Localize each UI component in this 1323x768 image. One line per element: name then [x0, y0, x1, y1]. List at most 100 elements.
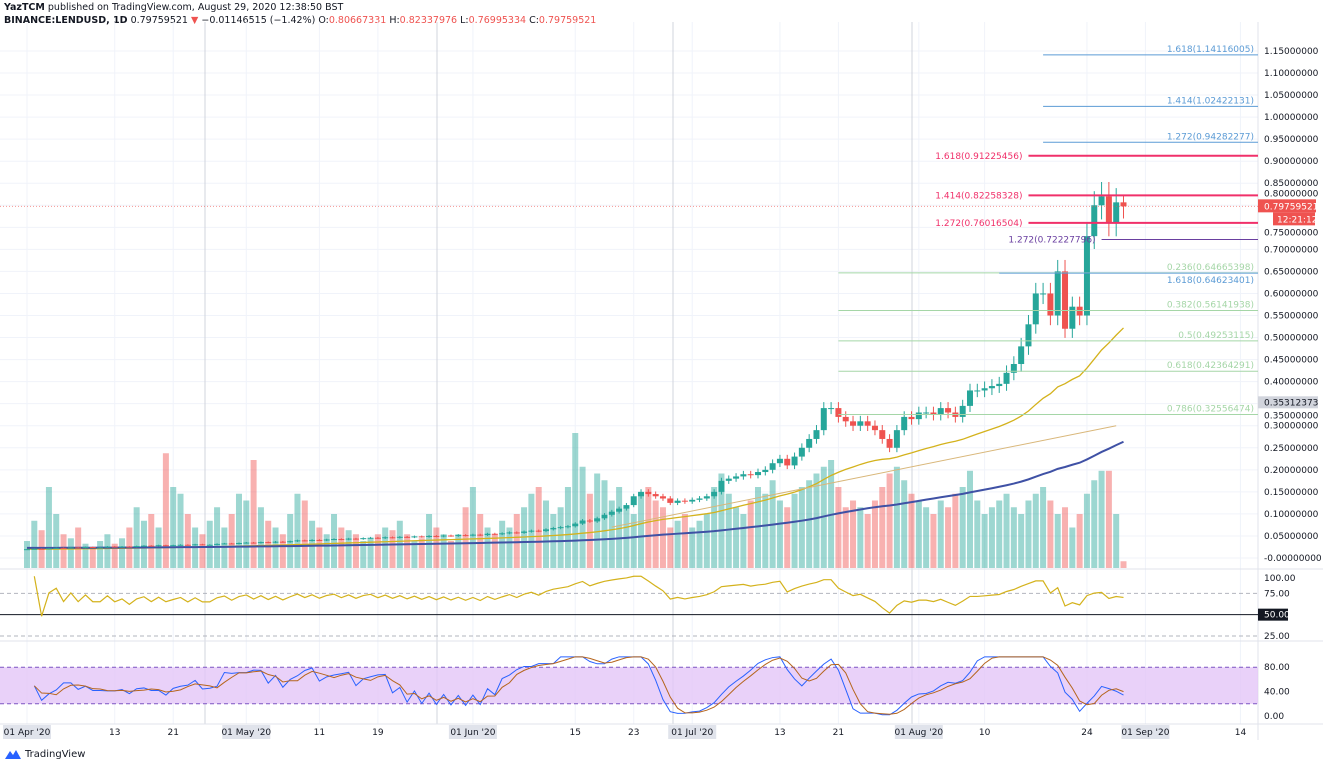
candle — [966, 383, 973, 412]
low-label: L: — [460, 15, 469, 26]
candle — [418, 535, 425, 538]
volume-bar — [1047, 500, 1054, 568]
candle — [199, 543, 206, 546]
volume-bar — [382, 527, 389, 568]
candle-body — [813, 430, 820, 439]
x-axis-tick: 13 — [774, 728, 785, 738]
volume-bar — [301, 500, 308, 568]
fib-level-label: 0.786(0.32556474) — [1167, 404, 1254, 414]
candle — [630, 493, 637, 508]
candle-body — [623, 505, 630, 509]
volume-bar — [111, 543, 118, 568]
symbol[interactable]: BINANCE:LENDUSD, 1D — [4, 15, 128, 26]
stoch-band — [0, 667, 1258, 704]
x-axis-month-box — [1121, 725, 1170, 739]
volume-bar — [433, 527, 440, 568]
candle-body — [31, 548, 38, 550]
candle — [265, 541, 272, 544]
y-axis-tick: 0.25000000 — [1264, 444, 1319, 454]
candle-body — [908, 416, 915, 420]
x-axis-tick: 01 Apr '20 — [4, 728, 51, 738]
candle-body — [1113, 202, 1120, 223]
volume-bar — [243, 500, 250, 568]
volume-bar — [966, 470, 973, 568]
candle-body — [776, 458, 783, 464]
last-price-label: 0.79759521 — [1264, 202, 1318, 212]
candle — [996, 376, 1003, 393]
candle — [1047, 282, 1054, 326]
candle-body — [265, 542, 272, 544]
volume-bar — [893, 466, 900, 568]
candle-body — [608, 511, 615, 515]
fib-level-label: 1.618(0.64623401) — [1167, 276, 1254, 286]
candle — [367, 536, 374, 539]
candle-body — [499, 533, 506, 535]
candle-body — [667, 498, 674, 503]
fib-level-label: 1.414(0.82258328) — [935, 191, 1022, 201]
candle-body — [433, 535, 440, 537]
open-label: O: — [318, 15, 329, 26]
candle — [981, 381, 988, 398]
candle — [601, 513, 608, 520]
candle — [784, 454, 791, 470]
volume-bar — [162, 453, 169, 568]
candle — [674, 498, 681, 506]
footer: TradingView — [4, 748, 85, 760]
x-axis-tick: 23 — [628, 728, 639, 738]
volume-bar — [689, 527, 696, 568]
volume-bar — [1018, 514, 1025, 568]
brand[interactable]: TradingView — [25, 748, 86, 760]
volume-bar — [177, 493, 184, 568]
volume-bar — [484, 527, 491, 568]
candle-body — [148, 545, 155, 547]
tradingview-logo-icon — [5, 750, 21, 759]
candle-body — [959, 405, 966, 417]
candle — [31, 548, 38, 550]
volume-bar — [1054, 514, 1061, 568]
candle-body — [367, 537, 374, 539]
candle-body — [820, 408, 827, 431]
y-axis-tick: 0.60000000 — [1264, 289, 1319, 299]
candle — [923, 406, 930, 419]
candle — [806, 434, 813, 453]
candle-body — [630, 496, 637, 506]
author[interactable]: YazTCM — [4, 2, 45, 13]
candle — [192, 543, 199, 546]
candle — [24, 548, 30, 551]
candle-body — [550, 528, 557, 530]
rsi-line — [33, 575, 1124, 617]
y-axis-tick: 0.45000000 — [1264, 356, 1319, 366]
fib-level-label: 0.382(0.56141938) — [1167, 300, 1254, 310]
y-axis-tick: 0.70000000 — [1264, 245, 1319, 255]
price-chart[interactable]: 1.618(1.14116005) 1.414(1.02422131) 1.272(… — [0, 0, 1323, 745]
volume-bar — [338, 527, 345, 568]
candle-body — [411, 536, 418, 538]
candle — [309, 539, 316, 542]
volume-bar — [667, 527, 674, 568]
candle — [579, 519, 586, 525]
candle — [440, 534, 447, 538]
volume-bar — [170, 487, 177, 568]
candle — [1054, 259, 1061, 326]
volume-bar — [659, 507, 666, 568]
candle — [221, 542, 228, 545]
volume-bar — [535, 487, 542, 568]
x-axis-month-box — [894, 725, 943, 739]
candle-body — [674, 500, 681, 503]
candle — [491, 532, 498, 536]
volume-bar — [674, 520, 681, 568]
candle — [740, 470, 747, 480]
volume-bar — [411, 541, 418, 568]
candle — [535, 529, 542, 533]
marker-price-label: 0.35312373 — [1264, 398, 1318, 408]
candle-body — [382, 537, 389, 539]
candle-body — [915, 412, 922, 420]
candle — [835, 402, 842, 423]
x-axis-tick: 24 — [1081, 728, 1093, 738]
candle — [988, 379, 995, 396]
fib-level-label: 1.272(0.94282277) — [1167, 132, 1254, 142]
candle — [97, 546, 104, 549]
candle — [184, 544, 191, 546]
candle — [645, 489, 652, 497]
volume-bar — [1120, 561, 1127, 568]
